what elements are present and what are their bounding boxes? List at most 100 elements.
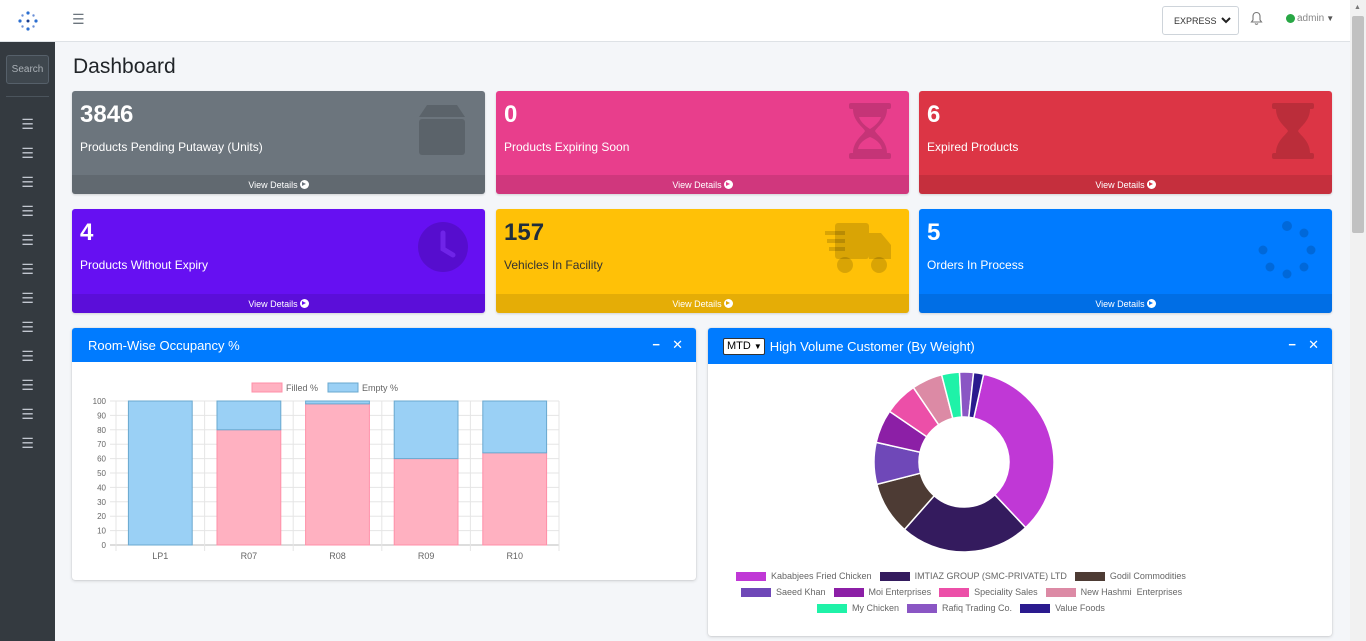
vehicles-box: 157 Vehicles In Facility View Details [496, 209, 909, 313]
legend-item[interactable]: Godil Commodities [1074, 571, 1186, 581]
user-menu[interactable]: admin ▼ [1286, 13, 1334, 24]
legend-item[interactable]: Moi Enterprises [833, 587, 931, 597]
customer-donut-chart [873, 372, 1055, 553]
customer-card: MTD ▼ High Volume Customer (By Weight) −… [708, 328, 1332, 636]
legend-label: Godil Commodities [1109, 571, 1186, 581]
menu-bars-icon: ☰ [21, 232, 34, 248]
donut-slice-10 [967, 372, 985, 419]
menu-bars-icon: ☰ [21, 116, 34, 132]
period-select-value: MTD [727, 340, 751, 352]
occupancy-card-header: Room-Wise Occupancy % − ✕ [72, 328, 696, 362]
x-tick-label: R08 [329, 551, 346, 561]
menu-toggle-icon[interactable]: ☰ [72, 11, 85, 27]
occupancy-bar-chart: Filled % Empty %1009080706050403020100LP1… [93, 382, 560, 561]
top-navbar: ☰ EXPRESS admin ▼ [55, 0, 1350, 42]
sidebar-item-9[interactable]: ☰ [0, 342, 55, 371]
bar-R08-filled [305, 403, 370, 546]
legend-item[interactable]: New Hashmi Enterprises [1045, 587, 1183, 597]
donut-slice-1 [972, 373, 1055, 529]
arrow-circle-right-icon [723, 180, 733, 189]
page-scrollbar[interactable]: ▲ [1350, 0, 1366, 641]
legend-item[interactable]: Rafiq Trading Co. [907, 603, 1012, 613]
view-details-link[interactable]: View Details [919, 294, 1332, 313]
legend-swatch [741, 587, 771, 597]
putaway-pending-box: 3846 Products Pending Putaway (Units) Vi… [72, 91, 485, 194]
legend-label: Filled % [286, 383, 318, 393]
sidebar-item-2[interactable]: ☰ [0, 139, 55, 168]
period-select[interactable]: MTD ▼ [723, 337, 765, 355]
legend-label: IMTIAZ GROUP (SMC-PRIVATE) LTD [914, 571, 1067, 581]
legend-item[interactable]: IMTIAZ GROUP (SMC-PRIVATE) LTD [879, 571, 1067, 581]
occupancy-card-title: Room-Wise Occupancy % [88, 337, 240, 353]
legend-swatch [1020, 603, 1051, 613]
page-title: Dashboard [73, 55, 176, 78]
legend-item[interactable]: Speciality Sales [939, 587, 1038, 597]
donut-legend-row: My Chicken Rafiq Trading Co. Value Foods [817, 603, 1113, 613]
legend-item[interactable]: My Chicken [817, 603, 899, 613]
donut-slice-2 [903, 493, 1027, 553]
view-details-link[interactable]: View Details [72, 175, 485, 194]
legend-item[interactable]: Value Foods [1020, 603, 1105, 613]
sidebar: Search ☰ ☰ ☰ ☰ ☰ ☰ ☰ ☰ ☰ ☰ ☰ ☰ [0, 0, 55, 641]
y-tick-label: 60 [97, 455, 106, 464]
box-label: Products Pending Putaway (Units) [80, 140, 263, 154]
sidebar-item-1[interactable]: ☰ [0, 110, 55, 139]
sidebar-item-5[interactable]: ☰ [0, 226, 55, 255]
sidebar-item-11[interactable]: ☰ [0, 400, 55, 429]
menu-bars-icon: ☰ [21, 348, 34, 364]
expiring-soon-box: 0 Products Expiring Soon View Details [496, 91, 909, 194]
box-value: 6 [927, 101, 941, 128]
y-tick-label: 50 [97, 469, 106, 478]
sidebar-divider [6, 96, 49, 97]
donut-legend-row: Kababjees Fried Chicken IMTIAZ GROUP (SMC… [736, 571, 1194, 581]
legend-item[interactable]: Saeed Khan [741, 587, 826, 597]
box-value: 157 [504, 219, 545, 246]
sidebar-item-12[interactable]: ☰ [0, 429, 55, 458]
scroll-up-icon[interactable]: ▲ [1354, 4, 1361, 11]
y-tick-label: 10 [97, 527, 106, 536]
close-icon[interactable]: ✕ [1308, 337, 1319, 352]
scroll-thumb[interactable] [1352, 16, 1364, 233]
sidebar-item-3[interactable]: ☰ [0, 168, 55, 197]
x-tick-label: LP1 [152, 551, 168, 561]
box-label: Orders In Process [927, 258, 1024, 272]
brand-logo[interactable] [0, 0, 55, 42]
box-icon [419, 105, 465, 155]
box-label: Expired Products [927, 140, 1019, 154]
sidebar-search-input[interactable]: Search [6, 55, 49, 84]
box-value: 3846 [80, 101, 134, 128]
sidebar-item-6[interactable]: ☰ [0, 255, 55, 284]
sidebar-item-8[interactable]: ☰ [0, 313, 55, 342]
legend-label: New Hashmi Enterprises [1080, 587, 1183, 597]
spinner-icon [1258, 221, 1316, 279]
logo-icon [17, 10, 38, 31]
view-details-link[interactable]: View Details [496, 294, 909, 313]
view-details-link[interactable]: View Details [72, 294, 485, 313]
bar-R10-filled [482, 452, 548, 546]
hourglass-half-icon [849, 103, 891, 159]
hourglass-end-icon [1272, 103, 1314, 159]
truck-fast-icon [825, 223, 891, 273]
chevron-down-icon: ▼ [753, 341, 762, 351]
menu-bars-icon: ☰ [21, 406, 34, 422]
caret-down-icon: ▼ [1326, 14, 1335, 23]
bar-R09-empty [393, 400, 459, 460]
minimize-icon[interactable]: − [652, 337, 660, 352]
sidebar-item-10[interactable]: ☰ [0, 371, 55, 400]
menu-bars-icon: ☰ [21, 435, 34, 451]
legend-label: Value Foods [1055, 603, 1105, 613]
minimize-icon[interactable]: − [1288, 337, 1296, 352]
sidebar-item-7[interactable]: ☰ [0, 284, 55, 313]
legend-item[interactable]: Kababjees Fried Chicken [736, 571, 872, 581]
view-details-link[interactable]: View Details [919, 175, 1332, 194]
menu-bars-icon: ☰ [21, 174, 34, 190]
legend-swatch [879, 571, 910, 581]
menu-bars-icon: ☰ [21, 261, 34, 277]
view-details-link[interactable]: View Details [496, 175, 909, 194]
sidebar-item-4[interactable]: ☰ [0, 197, 55, 226]
bell-icon[interactable] [1250, 11, 1263, 26]
legend-swatch [939, 587, 970, 597]
close-icon[interactable]: ✕ [672, 337, 683, 352]
express-select[interactable]: EXPRESS [1162, 6, 1239, 35]
box-label: Vehicles In Facility [504, 258, 603, 272]
